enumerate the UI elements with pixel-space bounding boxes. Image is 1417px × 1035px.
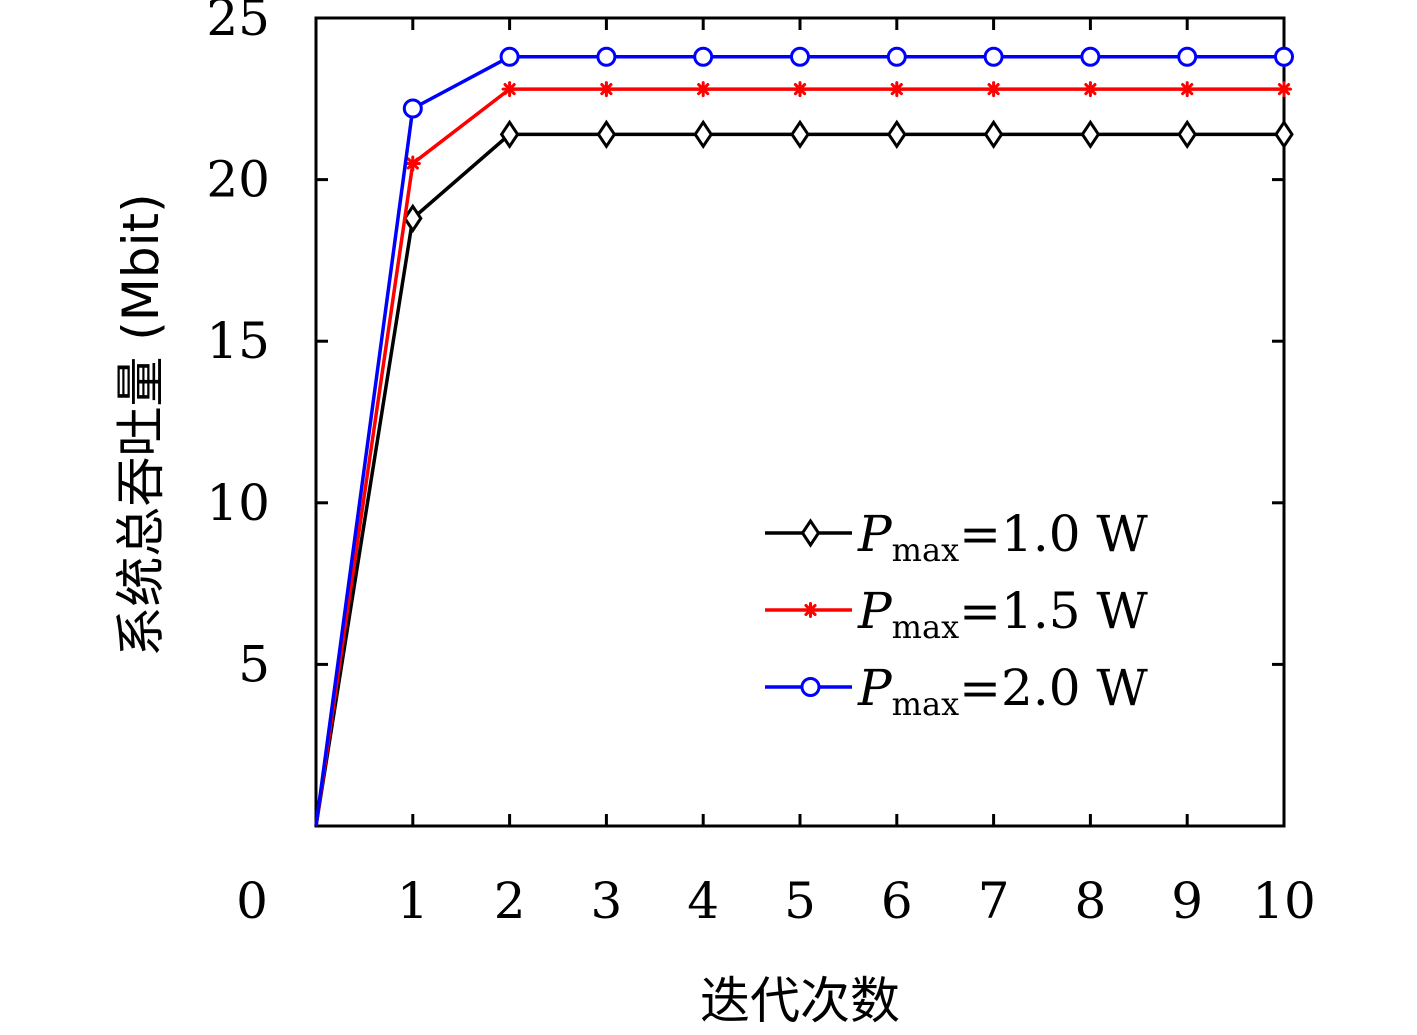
circle-marker xyxy=(886,46,907,67)
x-axis-title: 迭代次数 xyxy=(700,972,900,1030)
diamond-marker xyxy=(402,203,423,234)
star-stroke xyxy=(1181,83,1194,96)
diamond-marker xyxy=(983,119,1004,150)
legend-entry-3: Pmax=2.0 W xyxy=(765,659,1148,723)
x-tick-label: 3 xyxy=(590,872,622,930)
circle-marker xyxy=(983,46,1004,67)
star-marker xyxy=(1276,81,1292,98)
star-marker xyxy=(802,602,819,618)
circle-marker xyxy=(1177,46,1198,67)
circle-marker xyxy=(693,46,714,67)
diamond-marker xyxy=(1080,119,1101,150)
diamond-marker xyxy=(800,518,821,548)
legend-label: Pmax=2.0 W xyxy=(857,659,1148,723)
x-tick-label: 1 xyxy=(397,872,429,930)
star-stroke xyxy=(600,83,613,96)
star-stroke xyxy=(1084,83,1097,96)
series-1 xyxy=(314,119,1294,827)
legend-label: Pmax=1.5 W xyxy=(857,582,1148,646)
diamond-marker xyxy=(1274,119,1294,150)
x-tick-label: 2 xyxy=(494,872,526,930)
x-tick-label: 10 xyxy=(1252,872,1316,930)
diamond-marker xyxy=(499,119,520,150)
diamond-marker xyxy=(1177,119,1198,150)
circle-marker xyxy=(790,46,810,67)
series-line xyxy=(314,132,1284,827)
circle-marker xyxy=(596,46,617,67)
y-tick-label: 15 xyxy=(206,312,270,370)
circle-marker xyxy=(1274,46,1294,67)
legend-entry-2: Pmax=1.5 W xyxy=(765,582,1148,646)
x-tick-label: 9 xyxy=(1171,872,1203,930)
diamond-marker xyxy=(790,119,810,150)
star-marker xyxy=(985,81,1002,98)
star-marker xyxy=(1082,81,1099,98)
legend: Pmax=1.0 W Pmax=1.5 W Pmax=2.0 W xyxy=(765,505,1148,723)
axes: 0 1 2 3 4 5 6 7 8 9 10 5 10 15 20 25 xyxy=(206,0,1315,930)
x-tick-label: 8 xyxy=(1074,872,1106,930)
y-tick-label: 5 xyxy=(238,635,270,693)
x-tick-label: 7 xyxy=(978,872,1010,930)
series-layer xyxy=(314,46,1294,827)
star-stroke xyxy=(406,157,419,170)
y-tick-label: 10 xyxy=(206,474,270,532)
legend-label: Pmax=1.0 W xyxy=(857,505,1148,569)
star-marker xyxy=(501,81,518,98)
star-stroke xyxy=(793,83,807,96)
diamond-marker xyxy=(886,119,907,150)
star-marker xyxy=(888,81,905,98)
star-marker xyxy=(1179,81,1196,98)
star-marker xyxy=(695,81,712,98)
y-tick-label: 20 xyxy=(206,151,270,209)
star-marker xyxy=(404,155,421,172)
y-axis-title: 系统总吞吐量 (Mbit) xyxy=(112,193,170,656)
star-stroke xyxy=(890,83,903,96)
series-3 xyxy=(314,46,1294,827)
diamond-marker xyxy=(596,119,617,150)
star-marker xyxy=(792,81,808,98)
circle-marker xyxy=(499,46,520,67)
x-tick-label: 5 xyxy=(784,872,816,930)
star-stroke xyxy=(987,83,1000,96)
star-stroke xyxy=(503,83,516,96)
star-stroke xyxy=(804,603,817,617)
x-tick-label: 6 xyxy=(881,872,913,930)
circle-marker xyxy=(800,677,821,697)
y-tick-label: 25 xyxy=(206,0,270,47)
circle-marker xyxy=(1080,46,1101,67)
star-marker xyxy=(598,81,615,98)
series-2 xyxy=(314,81,1292,827)
circle-marker xyxy=(402,98,423,119)
legend-entry-1: Pmax=1.0 W xyxy=(765,505,1148,569)
diamond-marker xyxy=(693,119,714,150)
star-stroke xyxy=(1277,83,1291,96)
x-tick-label: 0 xyxy=(236,872,268,930)
x-tick-label: 4 xyxy=(687,872,719,930)
star-stroke xyxy=(697,83,710,96)
